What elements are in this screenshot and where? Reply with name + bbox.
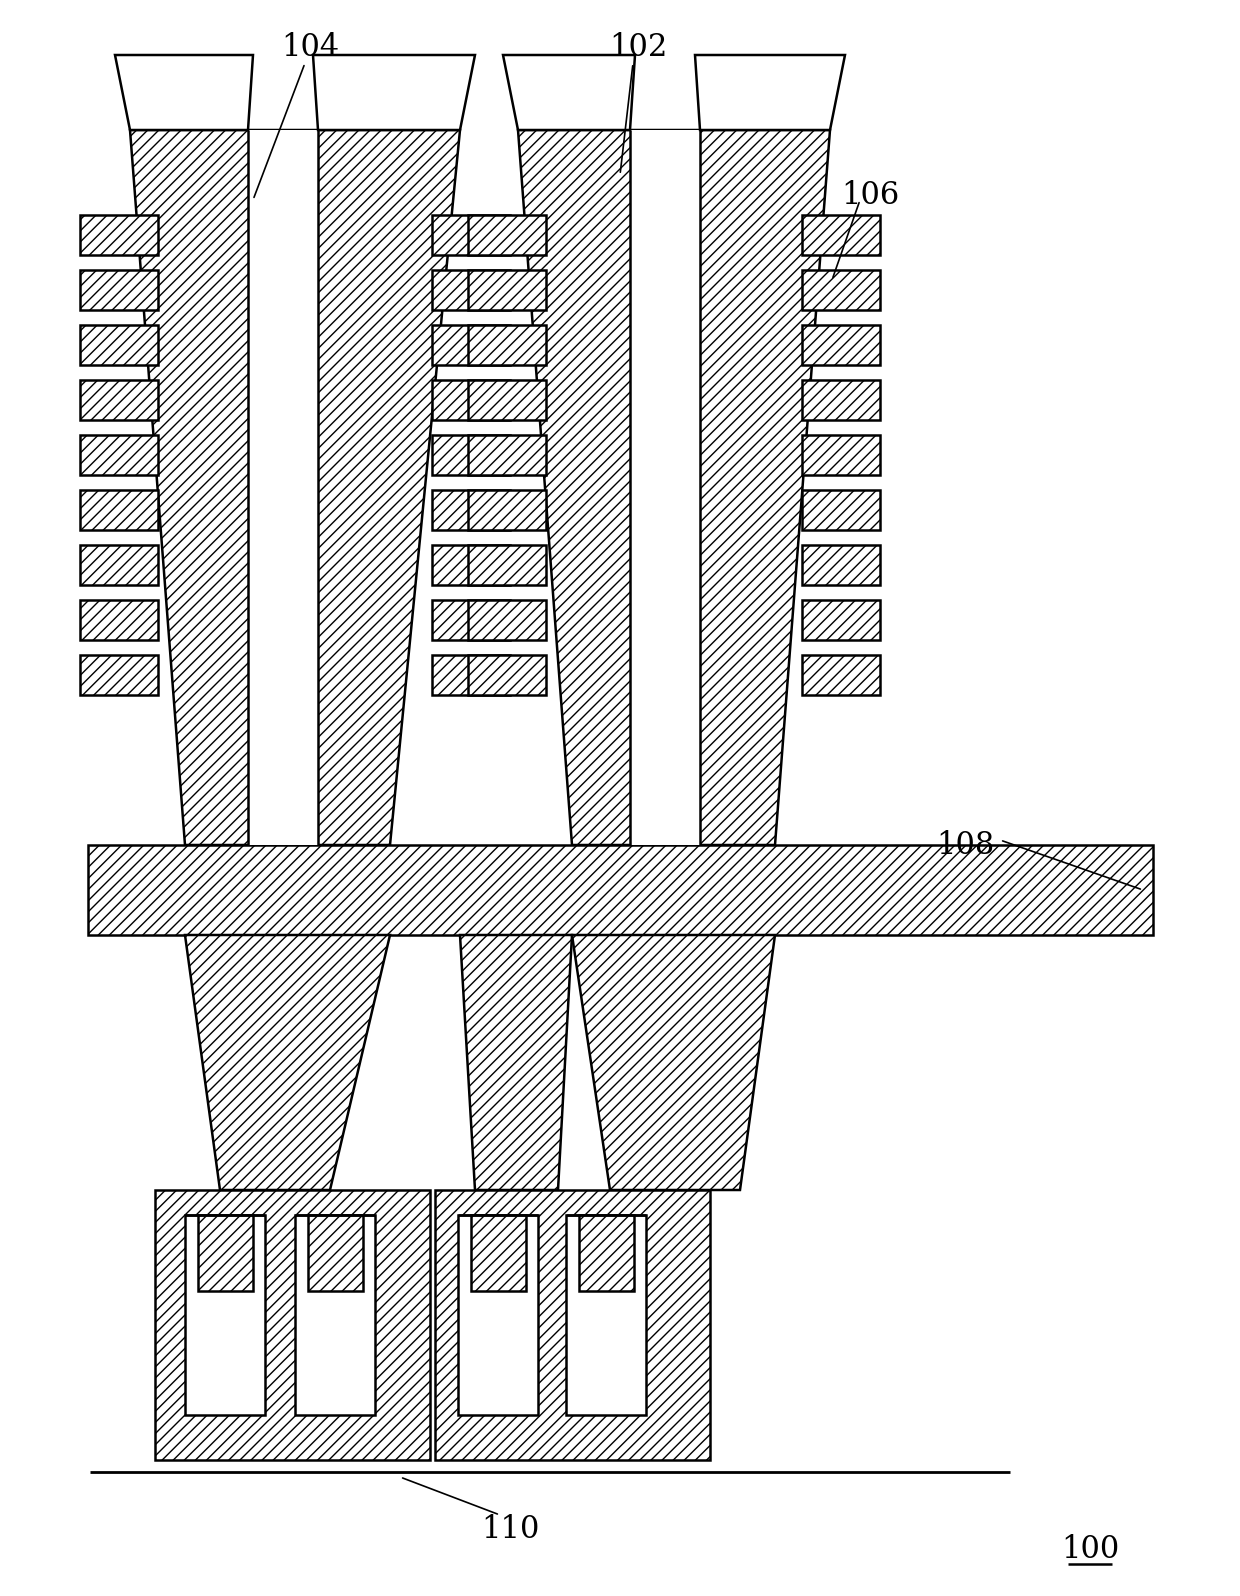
Bar <box>432 654 510 694</box>
Polygon shape <box>503 54 635 129</box>
Bar <box>802 490 880 530</box>
Text: 100: 100 <box>1061 1534 1120 1566</box>
Bar <box>432 270 510 310</box>
Bar <box>81 270 157 310</box>
Polygon shape <box>565 1215 646 1416</box>
Bar <box>802 380 880 420</box>
Text: 102: 102 <box>609 32 667 64</box>
Bar <box>802 215 880 255</box>
Bar <box>248 129 317 844</box>
Polygon shape <box>460 935 572 1191</box>
Text: 108: 108 <box>936 830 994 860</box>
Bar <box>81 544 157 586</box>
Polygon shape <box>185 1215 265 1416</box>
Polygon shape <box>115 54 253 129</box>
Polygon shape <box>130 129 460 844</box>
Text: 110: 110 <box>481 1515 539 1545</box>
Bar <box>81 600 157 640</box>
Bar <box>467 600 546 640</box>
Bar <box>802 600 880 640</box>
Bar <box>467 436 546 476</box>
Text: 104: 104 <box>281 32 339 64</box>
Bar <box>432 380 510 420</box>
Bar <box>802 544 880 586</box>
Bar <box>467 544 546 586</box>
Bar <box>432 215 510 255</box>
Bar <box>802 436 880 476</box>
Bar <box>432 600 510 640</box>
Bar <box>467 215 546 255</box>
Bar <box>81 490 157 530</box>
Bar <box>467 380 546 420</box>
Polygon shape <box>518 129 830 844</box>
Bar <box>432 490 510 530</box>
Bar <box>432 326 510 365</box>
Polygon shape <box>572 935 775 1191</box>
Bar <box>81 654 157 694</box>
Bar <box>88 844 1153 935</box>
Bar <box>802 654 880 694</box>
Bar <box>630 129 701 844</box>
Bar <box>802 270 880 310</box>
Bar <box>467 654 546 694</box>
Bar <box>81 326 157 365</box>
Polygon shape <box>694 54 844 129</box>
Bar <box>81 215 157 255</box>
Text: 106: 106 <box>841 179 899 211</box>
Polygon shape <box>471 1215 526 1291</box>
Polygon shape <box>155 1191 430 1460</box>
Bar <box>467 270 546 310</box>
Bar <box>432 544 510 586</box>
Polygon shape <box>295 1215 374 1416</box>
Bar <box>81 436 157 476</box>
Polygon shape <box>308 1215 363 1291</box>
Polygon shape <box>458 1215 538 1416</box>
Polygon shape <box>435 1191 711 1460</box>
Bar <box>432 436 510 476</box>
Bar <box>467 490 546 530</box>
Polygon shape <box>579 1215 634 1291</box>
Polygon shape <box>198 1215 253 1291</box>
Bar <box>467 326 546 365</box>
Polygon shape <box>312 54 475 129</box>
Polygon shape <box>185 935 391 1191</box>
Bar <box>802 326 880 365</box>
Bar <box>81 380 157 420</box>
